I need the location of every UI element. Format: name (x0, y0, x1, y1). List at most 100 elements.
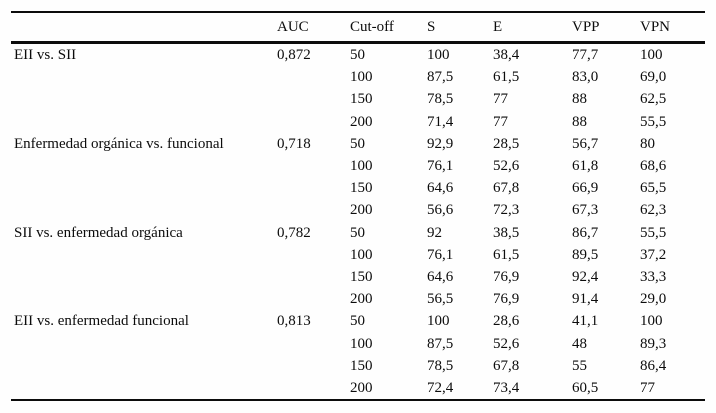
vpp-cell: 60,5 (572, 380, 599, 397)
auc-cell (277, 66, 350, 88)
s-cell: 76,1 (427, 158, 454, 175)
col-header-vpp: VPP (572, 18, 600, 35)
s-cell: 92,9 (427, 135, 454, 152)
col-header-auc: AUC (277, 18, 309, 35)
vpn-cell: 86,4 (640, 357, 667, 374)
s-cell: 71,4 (427, 113, 454, 130)
table-row: 150 64,6 76,9 92,4 33,3 (11, 266, 705, 288)
vpn-cell: 68,6 (640, 158, 667, 175)
auc-cell (277, 333, 350, 355)
vpn-cell: 29,0 (640, 291, 667, 308)
row-label-cell (11, 244, 277, 266)
table-row: EII vs. enfermedad funcional 0,813 50 10… (11, 310, 705, 332)
row-label-cell (11, 266, 277, 288)
cutoff-cell: 100 (350, 246, 373, 263)
table-row: 200 72,4 73,4 60,5 77 (11, 377, 705, 400)
table-row: 100 76,1 61,5 89,5 37,2 (11, 244, 705, 266)
auc-cell (277, 355, 350, 377)
vpn-cell: 37,2 (640, 246, 667, 263)
col-header-s: S (427, 18, 436, 35)
row-label-cell (11, 355, 277, 377)
cutoff-cell: 100 (350, 158, 373, 175)
table-row: EII vs. SII 0,872 50 100 38,4 77,7 100 (11, 43, 705, 67)
row-label-cell (11, 111, 277, 133)
auc-cell (277, 177, 350, 199)
table-header: AUC Cut-off S E VPP VPN (11, 12, 705, 43)
row-label-cell (11, 88, 277, 110)
vpn-cell: 62,3 (640, 202, 667, 219)
cutoff-cell: 50 (350, 135, 365, 152)
auc-cell: 0,782 (277, 224, 311, 241)
vpn-cell: 65,5 (640, 180, 667, 197)
col-header-empty (11, 12, 277, 43)
e-cell: 52,6 (493, 335, 520, 352)
vpp-cell: 83,0 (572, 69, 599, 86)
s-cell: 87,5 (427, 335, 454, 352)
table-row: 200 71,4 77 88 55,5 (11, 111, 705, 133)
e-cell: 76,9 (493, 269, 520, 286)
cutoff-cell: 50 (350, 313, 365, 330)
vpp-cell: 88 (572, 91, 587, 108)
s-cell: 56,5 (427, 291, 454, 308)
table-row: 150 78,5 67,8 55 86,4 (11, 355, 705, 377)
cutoff-cell: 200 (350, 202, 373, 219)
row-label-cell: Enfermedad orgánica vs. funcional (14, 135, 224, 152)
auc-cell: 0,718 (277, 135, 311, 152)
vpn-cell: 55,5 (640, 224, 667, 241)
s-cell: 100 (427, 47, 450, 63)
s-cell: 64,6 (427, 269, 454, 286)
vpp-cell: 48 (572, 335, 587, 352)
vpp-cell: 91,4 (572, 291, 599, 308)
vpn-cell: 62,5 (640, 91, 667, 108)
auc-cell (277, 199, 350, 221)
table-row: 100 76,1 52,6 61,8 68,6 (11, 155, 705, 177)
e-cell: 38,4 (493, 47, 520, 63)
vpp-cell: 41,1 (572, 313, 599, 330)
cutoff-cell: 50 (350, 224, 365, 241)
vpp-cell: 89,5 (572, 246, 599, 263)
row-label-cell: EII vs. enfermedad funcional (14, 313, 189, 330)
e-cell: 77 (493, 113, 508, 130)
row-label-cell (11, 199, 277, 221)
s-cell: 92 (427, 224, 442, 241)
diagnostic-performance-table: AUC Cut-off S E VPP VPN EII vs. SII 0,87… (11, 11, 705, 402)
s-cell: 78,5 (427, 357, 454, 374)
vpp-cell: 66,9 (572, 180, 599, 197)
table-row: 150 64,6 67,8 66,9 65,5 (11, 177, 705, 199)
table-row: 200 56,6 72,3 67,3 62,3 (11, 199, 705, 221)
vpn-cell: 80 (640, 135, 655, 152)
e-cell: 76,9 (493, 291, 520, 308)
vpn-cell: 89,3 (640, 335, 667, 352)
e-cell: 72,3 (493, 202, 520, 219)
row-label-cell (11, 377, 277, 400)
s-cell: 87,5 (427, 69, 454, 86)
table-row: Enfermedad orgánica vs. funcional 0,718 … (11, 133, 705, 155)
vpn-cell: 55,5 (640, 113, 667, 130)
auc-cell: 0,872 (277, 47, 311, 63)
s-cell: 56,6 (427, 202, 454, 219)
vpp-cell: 67,3 (572, 202, 599, 219)
vpp-cell: 55 (572, 357, 587, 374)
auc-cell: 0,813 (277, 313, 311, 330)
s-cell: 78,5 (427, 91, 454, 108)
row-label-cell: SII vs. enfermedad orgánica (14, 224, 183, 241)
e-cell: 77 (493, 91, 508, 108)
cutoff-cell: 150 (350, 180, 373, 197)
cutoff-cell: 150 (350, 357, 373, 374)
table-body: EII vs. SII 0,872 50 100 38,4 77,7 100 1… (11, 43, 705, 401)
table-row: SII vs. enfermedad orgánica 0,782 50 92 … (11, 222, 705, 244)
row-label-cell: EII vs. SII (14, 47, 77, 63)
table-row: 150 78,5 77 88 62,5 (11, 88, 705, 110)
s-cell: 100 (427, 313, 450, 330)
e-cell: 73,4 (493, 380, 520, 397)
cutoff-cell: 150 (350, 269, 373, 286)
e-cell: 61,5 (493, 69, 520, 86)
cutoff-cell: 200 (350, 380, 373, 397)
s-cell: 72,4 (427, 380, 454, 397)
auc-cell (277, 266, 350, 288)
e-cell: 52,6 (493, 158, 520, 175)
vpn-cell: 77 (640, 380, 655, 397)
cutoff-cell: 200 (350, 291, 373, 308)
row-label-cell (11, 177, 277, 199)
row-label-cell (11, 66, 277, 88)
